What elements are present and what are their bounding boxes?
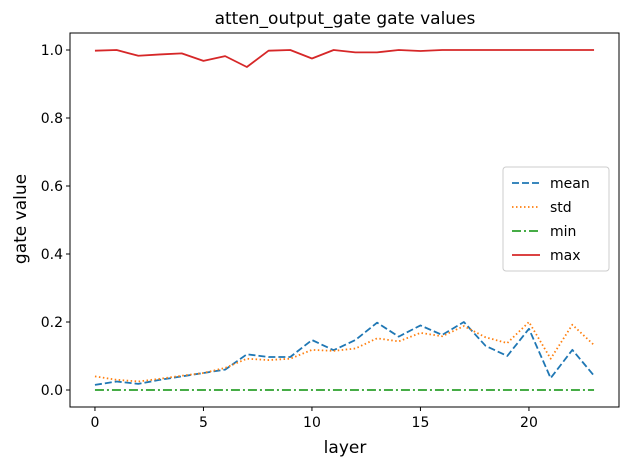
x-tick-label: 10 [303, 415, 321, 431]
x-tick-label: 0 [90, 415, 99, 431]
y-tick-label: 0.4 [41, 247, 63, 263]
chart-title: atten_output_gate gate values [215, 9, 476, 29]
axis-ticks: 0 5 10 15 20 0.0 0.2 0.4 0.6 0.8 1.0 [41, 43, 538, 431]
legend-label-max: max [550, 248, 581, 264]
y-axis-label: gate value [11, 174, 31, 264]
x-tick-label: 5 [199, 415, 208, 431]
series-line-max [94, 49, 595, 68]
x-tick-label: 15 [412, 415, 430, 431]
y-tick-label: 0.2 [41, 315, 63, 331]
legend-label-std: std [550, 200, 572, 216]
legend-box [502, 166, 610, 272]
legend-label-mean: mean [550, 176, 590, 192]
x-tick-label: 20 [520, 415, 538, 431]
y-tick-label: 0.8 [41, 111, 63, 127]
series-line-std [94, 321, 595, 383]
y-tick-label: 1.0 [41, 43, 63, 59]
series-group [94, 49, 595, 391]
y-tick-label: 0.6 [41, 179, 63, 195]
y-tick-label: 0.0 [41, 383, 63, 399]
x-axis-label: layer [324, 438, 367, 458]
legend-label-min: min [550, 224, 576, 240]
series-line-mean [94, 321, 595, 386]
legend: mean std min max [502, 166, 610, 272]
plot-frame [69, 32, 620, 408]
